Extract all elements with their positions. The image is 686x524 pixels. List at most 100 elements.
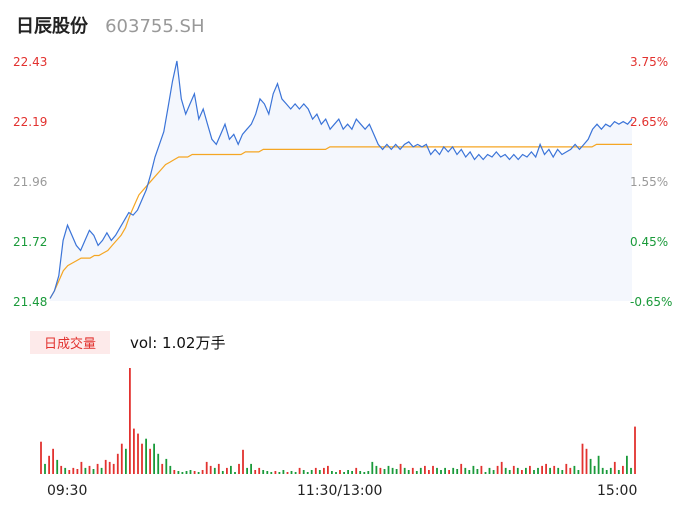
volume-bar	[221, 471, 224, 474]
volume-bar	[302, 470, 305, 474]
volume-bar	[585, 448, 588, 474]
volume-bar	[508, 470, 511, 474]
volume-bar	[335, 472, 337, 474]
volume-bar	[359, 471, 362, 474]
volume-bar	[403, 467, 406, 474]
volume-bar	[137, 433, 139, 474]
volume-bar	[545, 463, 547, 474]
volume-bar	[278, 472, 281, 474]
price-axis-left: 22.43 22.19 21.96 21.72 21.48	[13, 55, 47, 309]
volume-bar	[488, 467, 491, 474]
stock-name: 日辰股份	[16, 16, 88, 37]
volume-readout: vol: 1.02万手	[130, 334, 226, 352]
volume-bar	[270, 472, 273, 474]
volume-bar	[165, 458, 168, 474]
volume-bar	[452, 467, 455, 474]
volume-bar	[286, 472, 289, 474]
volume-bar	[327, 465, 329, 474]
volume-bar	[504, 467, 507, 474]
right-tick-4: -0.65%	[630, 295, 672, 309]
volume-bar	[157, 453, 160, 474]
volume-bar	[314, 467, 317, 474]
volume-bar	[512, 465, 515, 474]
volume-bar	[80, 461, 83, 474]
volume-bar	[476, 469, 479, 474]
volume-bar	[440, 470, 442, 474]
left-tick-3: 21.72	[13, 235, 47, 249]
volume-bar	[262, 470, 265, 474]
volume-bar	[129, 368, 131, 474]
volume-bar	[141, 443, 143, 474]
stock-code: 603755.SH	[105, 16, 205, 37]
stock-header: 日辰股份 603755.SH	[16, 12, 205, 40]
volume-bar	[234, 472, 236, 474]
volume-bar	[581, 443, 584, 474]
volume-bar	[205, 461, 208, 474]
volume-bar	[407, 470, 410, 474]
volume-bar	[521, 470, 523, 474]
volume-bar	[149, 448, 151, 474]
volume-bar	[464, 467, 467, 474]
volume-bar	[492, 470, 495, 474]
volume-bar	[266, 471, 269, 474]
volume-bar	[193, 471, 196, 474]
volume-bar	[630, 467, 632, 474]
volume-bars	[40, 368, 636, 474]
volume-bar	[395, 469, 398, 474]
left-tick-2: 21.96	[13, 175, 47, 189]
volume-bar	[549, 467, 551, 474]
volume-bar	[84, 467, 87, 474]
price-area-fill	[50, 61, 632, 301]
volume-bar	[72, 467, 75, 474]
volume-bar	[173, 470, 176, 474]
volume-bar	[424, 465, 426, 474]
volume-bar	[533, 470, 535, 474]
volume-bar	[88, 465, 91, 474]
volume-bar	[626, 455, 628, 474]
volume-bar	[52, 448, 54, 474]
volume-badge: 日成交量	[30, 331, 110, 354]
price-area	[49, 60, 633, 301]
volume-bar	[375, 465, 378, 474]
volume-bar	[387, 465, 390, 474]
volume-bar	[169, 465, 172, 474]
volume-bar	[456, 469, 459, 474]
volume-bar	[100, 467, 103, 474]
volume-bar	[298, 467, 301, 474]
volume-bar	[318, 470, 321, 474]
volume-bar	[177, 471, 180, 474]
volume-bar	[116, 453, 119, 474]
volume-bar	[185, 471, 188, 474]
volume-bar	[391, 467, 394, 474]
volume-bar	[363, 472, 366, 474]
volume-bar	[310, 470, 313, 474]
volume-bar	[609, 467, 612, 474]
volume-bar	[415, 471, 418, 474]
volume-bar	[601, 467, 604, 474]
volume-bar	[120, 443, 123, 474]
left-tick-4: 21.48	[13, 295, 47, 309]
volume-bar	[56, 459, 59, 474]
left-tick-1: 22.19	[13, 115, 47, 129]
volume-bar	[448, 470, 450, 474]
volume-bar	[432, 465, 434, 474]
volume-bar	[428, 470, 430, 474]
volume-bar	[153, 443, 155, 474]
volume-bar	[379, 467, 382, 474]
volume-bar	[230, 465, 232, 474]
volume-bar	[557, 467, 560, 474]
volume-bar	[201, 470, 204, 474]
volume-bar	[246, 467, 248, 474]
right-tick-0: 3.75%	[630, 55, 668, 69]
volume-bar	[617, 470, 620, 474]
right-tick-2: 1.55%	[630, 175, 668, 189]
volume-bar	[189, 470, 192, 474]
time-tick-midday: 11:30/13:00	[297, 483, 382, 499]
volume-bar	[282, 470, 285, 474]
volume-bar	[500, 461, 503, 474]
volume-bar	[355, 467, 358, 474]
right-tick-3: 0.45%	[630, 235, 668, 249]
volume-bar	[133, 428, 135, 474]
volume-bar	[238, 463, 240, 474]
